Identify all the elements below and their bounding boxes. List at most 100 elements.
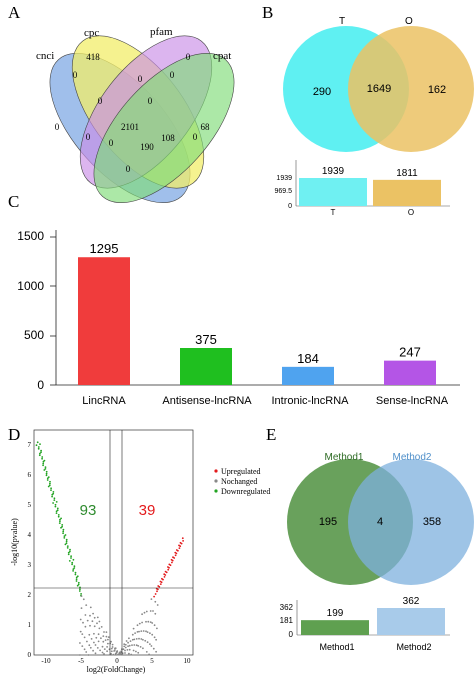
legend-upregulated-marker <box>214 469 218 473</box>
venn-a-region-cpat: 68 <box>201 122 211 132</box>
volcano-point-nochanged <box>152 647 155 650</box>
volcano-point-down <box>73 567 76 569</box>
volcano-point-down <box>63 537 66 539</box>
venn-a-label-cnci: cnci <box>36 50 54 62</box>
venn-e-only-method2: 358 <box>423 516 441 528</box>
volcano-point-nochanged <box>151 622 154 624</box>
volcano-point-down <box>71 561 74 564</box>
volcano-point-nochanged <box>124 646 127 649</box>
volcano-point-down <box>55 510 58 513</box>
volcano-point-nochanged <box>84 614 87 616</box>
venn-a-region-cnci-cpc-cpat: 108 <box>161 133 175 143</box>
volcano-ytick-7: 7 <box>28 441 32 449</box>
venn-e-only-method1: 195 <box>319 516 337 528</box>
venn-e-intersection: 4 <box>377 516 383 528</box>
volcano-point-up <box>156 590 158 593</box>
volcano-ytick-4: 4 <box>28 531 32 539</box>
volcano-point-nochanged <box>99 649 101 652</box>
volcano-point-nochanged <box>102 635 105 637</box>
volcano-point-nochanged <box>135 644 138 647</box>
volcano-point-down <box>43 469 46 471</box>
chart-c-bar-lincrna <box>78 257 130 385</box>
volcano-point-nochanged <box>155 638 158 641</box>
volcano-ytick-2: 2 <box>28 591 32 599</box>
volcano-point-down <box>65 542 68 545</box>
inset-b-value-label-t: 1939 <box>322 166 345 177</box>
venn-e-label-method1: Method1 <box>325 452 364 463</box>
volcano-point-down <box>76 584 79 587</box>
volcano-point-nochanged <box>138 622 141 625</box>
volcano-point-down <box>79 588 81 591</box>
volcano-point-nochanged <box>126 649 129 651</box>
legend-downregulated-label: Downregulated <box>221 487 270 496</box>
volcano-point-nochanged <box>127 652 130 655</box>
volcano-xtick-10: 10 <box>184 657 192 665</box>
volcano-legend: Upregulated Nochanged Downregulated <box>214 467 270 496</box>
volcano-point-down <box>49 482 51 485</box>
legend-upregulated-label: Upregulated <box>221 467 261 476</box>
chart-c-bar-sense-lncrna <box>384 360 436 385</box>
volcano-point-nochanged <box>151 633 154 636</box>
volcano-ytick-3: 3 <box>28 561 32 569</box>
volcano-point-nochanged <box>79 618 82 621</box>
volcano-point-nochanged <box>139 646 142 648</box>
venn-b-label-t: T <box>339 16 345 27</box>
venn-cpat-set <box>93 52 235 204</box>
inset-b-bar-o <box>373 179 441 206</box>
volcano-point-up <box>160 581 163 584</box>
chart-c-ytick-500: 500 <box>24 328 44 342</box>
volcano-point-nochanged <box>89 614 91 617</box>
chart-c-bar-antisense-lncrna <box>180 348 232 385</box>
volcano-point-down <box>55 512 58 514</box>
volcano-point-down <box>60 517 62 520</box>
volcano-point-down <box>73 565 76 568</box>
volcano-point-nochanged <box>106 646 108 648</box>
volcano-point-nochanged <box>138 637 140 640</box>
volcano-point-down <box>61 525 63 528</box>
volcano-point-down <box>59 520 61 523</box>
volcano-point-nochanged <box>135 638 138 640</box>
volcano-point-nochanged <box>84 625 87 628</box>
chart-c-xtick-lincrna: LincRNA <box>82 395 126 407</box>
volcano-point-down <box>50 487 52 490</box>
volcano-point-nochanged <box>111 643 114 646</box>
volcano-point-nochanged <box>136 624 139 627</box>
volcano-point-down <box>46 477 49 480</box>
inset-e-ytick-max: 362 <box>280 603 294 612</box>
volcano-point-nochanged <box>129 640 132 642</box>
volcano-point-nochanged <box>125 640 128 642</box>
volcano-point-nochanged <box>146 631 149 633</box>
volcano-point-up <box>164 574 167 576</box>
inset-e-value-label-method2: 362 <box>403 596 420 607</box>
volcano-point-nochanged <box>123 643 126 646</box>
volcano-point-up <box>171 561 173 564</box>
venn-a-region-pfam: 0 <box>186 52 191 62</box>
volcano-point-up <box>162 578 164 581</box>
volcano-point-nochanged <box>81 645 84 647</box>
volcano-point-up <box>178 547 181 549</box>
volcano-point-down <box>77 581 80 584</box>
venn-b-only-o: 162 <box>428 84 446 96</box>
venn-b-intersection: 1649 <box>367 83 391 95</box>
volcano-point-nochanged <box>135 650 137 653</box>
volcano-point-nochanged <box>131 638 134 641</box>
volcano-point-down <box>40 449 42 452</box>
volcano-point-nochanged <box>103 648 106 650</box>
volcano-point-nochanged <box>93 616 96 619</box>
volcano-point-nochanged <box>106 650 108 653</box>
volcano-point-up <box>179 545 182 548</box>
volcano-point-down <box>62 530 65 533</box>
volcano-point-down <box>76 575 79 578</box>
volcano-point-nochanged <box>155 650 158 653</box>
volcano-point-nochanged <box>91 620 94 623</box>
volcano-point-nochanged <box>114 647 116 650</box>
panel-letter-d: D <box>8 425 20 444</box>
venn-a-region-cnci-pfam: 0 <box>98 96 103 106</box>
volcano-point-nochanged <box>120 650 122 653</box>
volcano-point-nochanged <box>133 638 136 641</box>
volcano-point-nochanged <box>141 613 144 616</box>
volcano-point-down <box>45 474 48 477</box>
volcano-point-nochanged <box>90 638 93 640</box>
volcano-point-down <box>42 464 44 467</box>
